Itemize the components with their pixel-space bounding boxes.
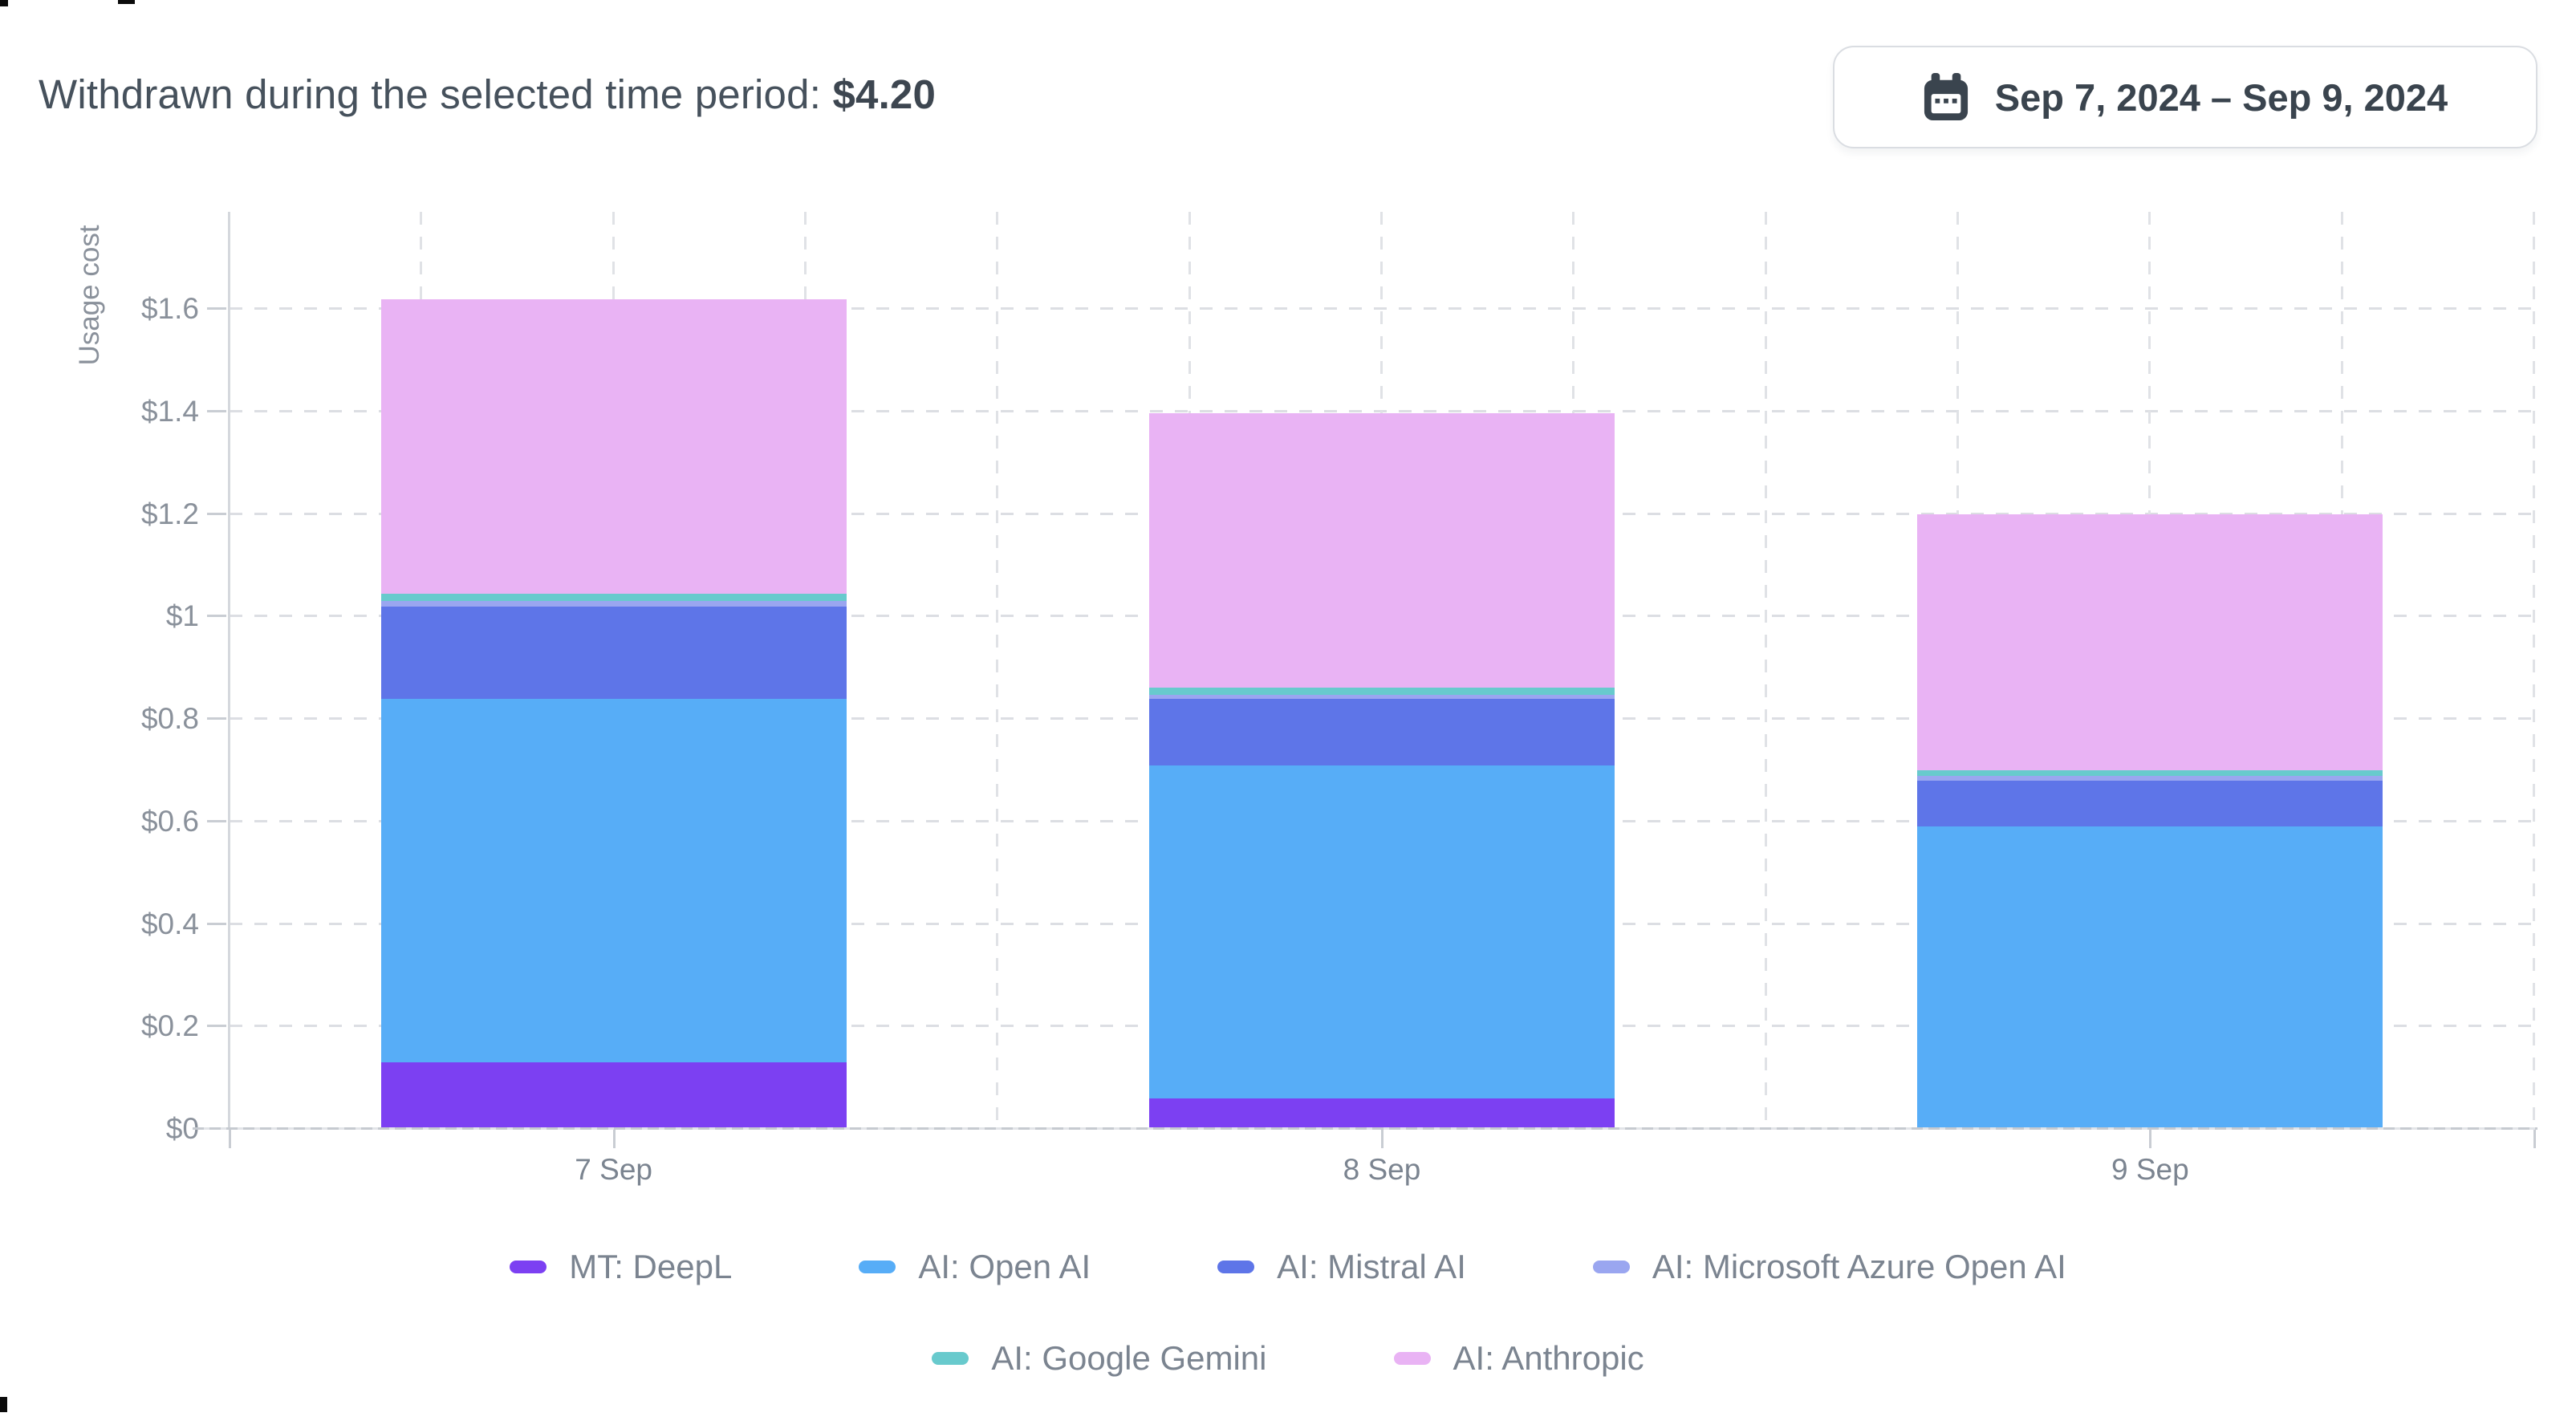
crop-artifact <box>0 1397 7 1412</box>
summary-text: Withdrawn during the selected time perio… <box>39 71 936 118</box>
legend-label: AI: Open AI <box>918 1248 1091 1285</box>
bar-segment-ai-anthropic[interactable] <box>1917 514 2383 771</box>
legend-row: AI: Google Gemini AI: Anthropic <box>0 1334 2576 1383</box>
chart-legend: MT: DeepL AI: Open AI AI: Mistral AI AI: Mi… <box>0 1242 2576 1425</box>
bar-segment-ai-mistral-ai[interactable] <box>1917 780 2383 827</box>
bar-segment-mt-deepl[interactable] <box>380 1062 847 1129</box>
bar-segment-ai-google-gemini[interactable] <box>380 593 847 602</box>
y-axis-line <box>228 212 230 1129</box>
bar-segment-mt-deepl[interactable] <box>1149 1098 1615 1129</box>
legend-item-ai-open-ai[interactable]: AI: Open AI <box>859 1248 1091 1286</box>
legend-swatch-icon <box>510 1261 547 1273</box>
bar-segment-ai-microsoft-azure-open-ai[interactable] <box>380 601 847 607</box>
legend-label: AI: Microsoft Azure Open AI <box>1652 1248 2066 1285</box>
y-tick-label: $1.6 <box>140 292 199 326</box>
legend-row: MT: DeepL AI: Open AI AI: Mistral AI AI: Mi… <box>0 1242 2576 1292</box>
y-axis-tick-labels: $0 $0.2 $0.4 $0.6 $0.8 $1 $1.2 $1.4 $1.6 <box>0 212 199 1145</box>
bar-segment-ai-google-gemini[interactable] <box>1917 770 2383 777</box>
legend-label: AI: Anthropic <box>1453 1339 1644 1377</box>
date-range-label: Sep 7, 2024 – Sep 9, 2024 <box>1994 75 2448 119</box>
legend-label: AI: Google Gemini <box>991 1339 1267 1377</box>
crop-artifact <box>0 0 8 6</box>
y-tick-mark <box>207 615 226 618</box>
legend-swatch-icon <box>859 1261 896 1273</box>
y-tick-label: $1 <box>165 599 199 633</box>
legend-swatch-icon <box>932 1352 969 1365</box>
y-tick-label: $0.8 <box>140 702 199 736</box>
x-axis-tick-labels: 7 Sep 8 Sep 9 Sep <box>230 1153 2534 1193</box>
calendar-icon <box>1923 73 1969 121</box>
y-tick-mark <box>207 1025 226 1028</box>
legend-item-ai-google-gemini[interactable]: AI: Google Gemini <box>932 1339 1267 1378</box>
bar-segment-ai-microsoft-azure-open-ai[interactable] <box>1149 694 1615 699</box>
x-tick-label: 9 Sep <box>2111 1153 2189 1186</box>
y-tick-label: $0.4 <box>140 907 199 940</box>
legend-item-mt-deepl[interactable]: MT: DeepL <box>510 1248 732 1286</box>
legend-swatch-icon <box>1217 1261 1255 1273</box>
y-tick-mark <box>207 307 226 311</box>
crop-artifact <box>118 0 135 4</box>
summary-value: $4.20 <box>832 71 937 117</box>
legend-label: AI: Mistral AI <box>1277 1248 1466 1285</box>
x-tick-label: 8 Sep <box>1343 1153 1421 1186</box>
x-gridline <box>996 212 999 1129</box>
legend-swatch-icon <box>1592 1261 1630 1273</box>
y-tick-mark <box>207 819 226 822</box>
x-gridline <box>2533 212 2535 1129</box>
date-range-button[interactable]: Sep 7, 2024 – Sep 9, 2024 <box>1833 46 2537 148</box>
y-tick-mark <box>207 512 226 515</box>
y-tick-mark <box>207 410 226 413</box>
y-tick-mark <box>207 717 226 721</box>
bar-segment-ai-microsoft-azure-open-ai[interactable] <box>1917 776 2383 781</box>
bar-segment-ai-anthropic[interactable] <box>1149 412 1615 688</box>
x-tick-mark <box>612 1129 616 1148</box>
bar-segment-ai-mistral-ai[interactable] <box>380 606 847 699</box>
x-tick-label: 7 Sep <box>575 1153 653 1186</box>
summary-label: Withdrawn during the selected time perio… <box>39 71 822 117</box>
x-gridline <box>1764 212 1767 1129</box>
bar-segment-ai-open-ai[interactable] <box>380 698 847 1062</box>
legend-item-ai-anthropic[interactable]: AI: Anthropic <box>1393 1339 1644 1378</box>
x-tick-mark <box>1381 1129 1383 1148</box>
bar-segment-ai-mistral-ai[interactable] <box>1149 698 1615 765</box>
stacked-bar-chart-plot-area <box>193 212 2537 1148</box>
y-tick-mark <box>207 922 226 925</box>
legend-label: MT: DeepL <box>569 1248 733 1285</box>
x-tick-mark <box>2149 1129 2152 1148</box>
legend-item-ai-microsoft-azure-open-ai[interactable]: AI: Microsoft Azure Open AI <box>1592 1248 2066 1286</box>
legend-item-ai-mistral-ai[interactable]: AI: Mistral AI <box>1217 1248 1466 1286</box>
legend-swatch-icon <box>1393 1352 1431 1365</box>
bar-segment-ai-open-ai[interactable] <box>1149 765 1615 1098</box>
bar-segment-ai-google-gemini[interactable] <box>1149 687 1615 695</box>
x-tick-mark <box>229 1129 231 1148</box>
y-tick-label: $0.6 <box>140 804 199 838</box>
y-tick-label: $1.4 <box>140 395 199 428</box>
bar-segment-ai-open-ai[interactable] <box>1917 826 2383 1129</box>
x-axis-line <box>193 1127 2537 1130</box>
x-tick-mark <box>2533 1129 2536 1148</box>
bar-segment-ai-anthropic[interactable] <box>380 298 847 594</box>
y-tick-label: $1.2 <box>140 497 199 530</box>
y-tick-label: $0.2 <box>140 1009 199 1043</box>
